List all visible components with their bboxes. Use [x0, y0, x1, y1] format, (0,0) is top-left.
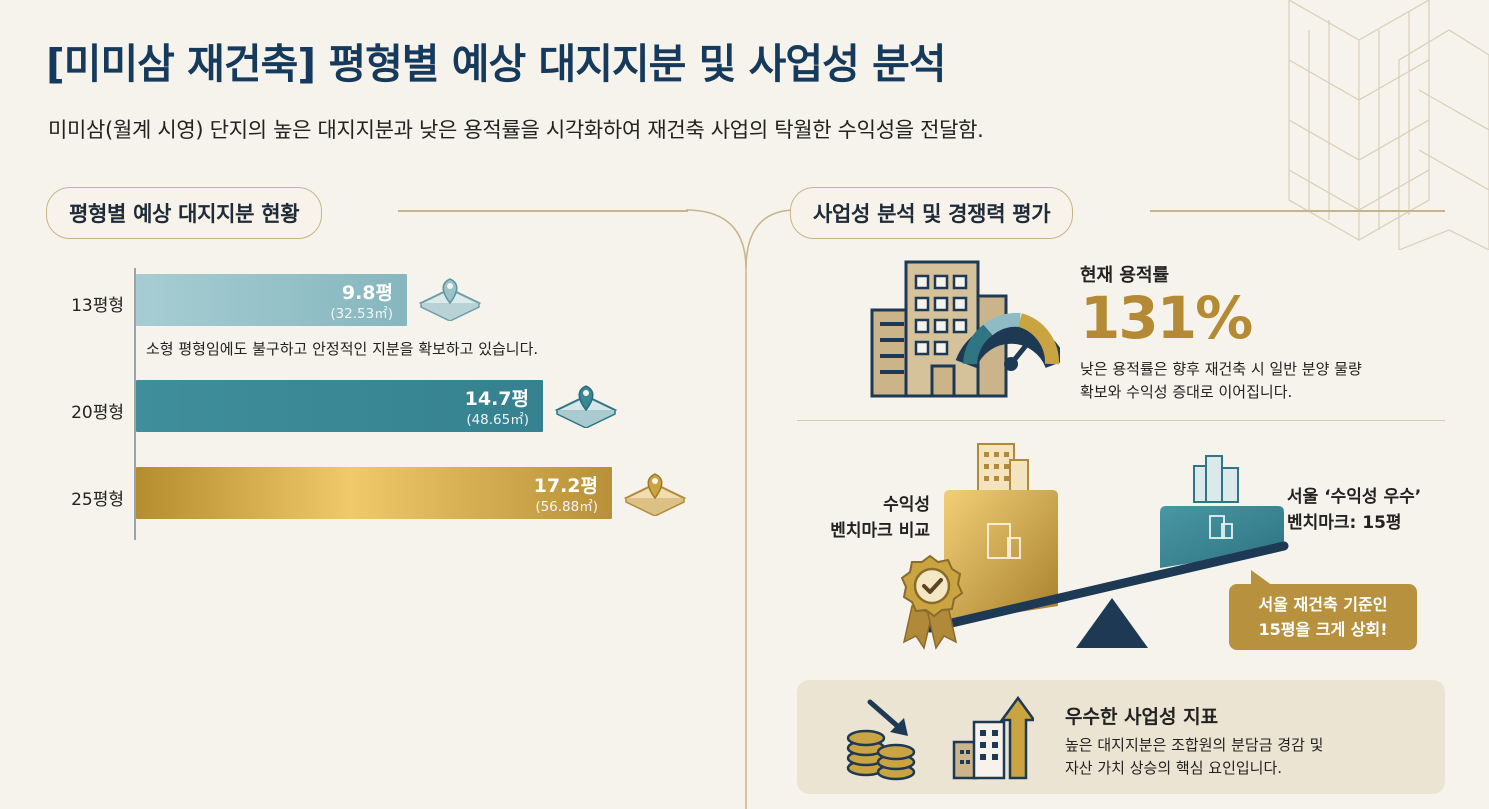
benchmark-right-line: 서울 ‘수익성 우수’: [1287, 487, 1422, 507]
coins-arrow-icon: [846, 699, 916, 781]
far-description-line: 낮은 용적률은 향후 재건축 시 일반 분양 물량: [1080, 360, 1362, 378]
left-section-heading: 평형별 예상 대지지분 현황: [46, 187, 323, 239]
bar-value-label: 14.7평: [464, 388, 529, 410]
bar-note: 소형 평형임에도 불구하고 안정적인 지분을 확보하고 있습니다.: [146, 340, 539, 358]
callout-line: 15평을 크게 상회!: [1258, 620, 1388, 639]
bar-value-label: 17.2평: [533, 475, 598, 497]
map-pin-icon: [554, 385, 618, 428]
benchmark-right-line: 벤치마크: 15평: [1287, 513, 1402, 533]
right-heading-line: [1150, 210, 1445, 212]
bar-sub-label: (48.65㎡): [466, 412, 529, 428]
bar-sub-label: (56.88㎡): [535, 499, 598, 515]
page-title: [미미삼 재건축] 평형별 예상 대지지분 및 사업성 분석: [46, 40, 947, 88]
bar-13: 9.8평 (32.53㎡): [136, 274, 407, 326]
indicator-description-line: 자산 가치 상승의 핵심 요인입니다.: [1065, 759, 1283, 777]
center-divider-curve: [686, 209, 796, 809]
category-label: 13평형: [71, 296, 124, 316]
map-pin-icon: [623, 473, 687, 516]
bar-value-label: 9.8평: [341, 282, 393, 304]
indicator-title: 우수한 사업성 지표: [1065, 706, 1219, 728]
far-description: 낮은 용적률은 향후 재건축 시 일반 분양 물량 확보와 수익성 증대로 이어…: [1080, 358, 1440, 404]
category-label: 25평형: [71, 490, 124, 510]
building-gauge-icon: [870, 260, 1060, 398]
far-label: 현재 용적률: [1080, 265, 1170, 286]
callout-line: 서울 재건축 기준인: [1258, 595, 1388, 614]
bar-25: 17.2평 (56.88㎡): [136, 467, 612, 519]
indicator-description-line: 높은 대지지분은 조합원의 분담금 경감 및: [1065, 736, 1324, 754]
category-label: 20평형: [71, 403, 124, 423]
building-growth-icon: [952, 695, 1034, 780]
page-subtitle: 미미삼(월계 시영) 단지의 높은 대지지분과 낮은 용적률을 시각화하여 재건…: [48, 118, 984, 142]
benchmark-left-line: 벤치마크 비교: [830, 521, 930, 541]
benchmark-seesaw-illustration: [900, 443, 1289, 650]
right-section-heading: 사업성 분석 및 경쟁력 평가: [790, 187, 1074, 239]
background-buildings-decoration: [1288, 0, 1489, 250]
far-description-line: 확보와 수익성 증대로 이어집니다.: [1080, 383, 1293, 401]
bar-sub-label: (32.53㎡): [330, 306, 393, 322]
benchmark-left-label: 수익성 벤치마크 비교: [790, 492, 930, 544]
section-divider: [797, 420, 1445, 421]
map-pin-icon: [418, 278, 482, 321]
benchmark-right-label: 서울 ‘수익성 우수’ 벤치마크: 15평: [1287, 484, 1421, 536]
chart-y-axis: [134, 268, 136, 540]
benchmark-left-line: 수익성: [883, 495, 930, 515]
left-heading-line: [398, 210, 688, 212]
indicator-description: 높은 대지지분은 조합원의 분담금 경감 및 자산 가치 상승의 핵심 요인입니…: [1065, 734, 1323, 780]
far-value: 131%: [1080, 284, 1253, 352]
bar-20: 14.7평 (48.65㎡): [136, 380, 543, 432]
benchmark-callout: 서울 재건축 기준인 15평을 크게 상회!: [1229, 570, 1417, 650]
